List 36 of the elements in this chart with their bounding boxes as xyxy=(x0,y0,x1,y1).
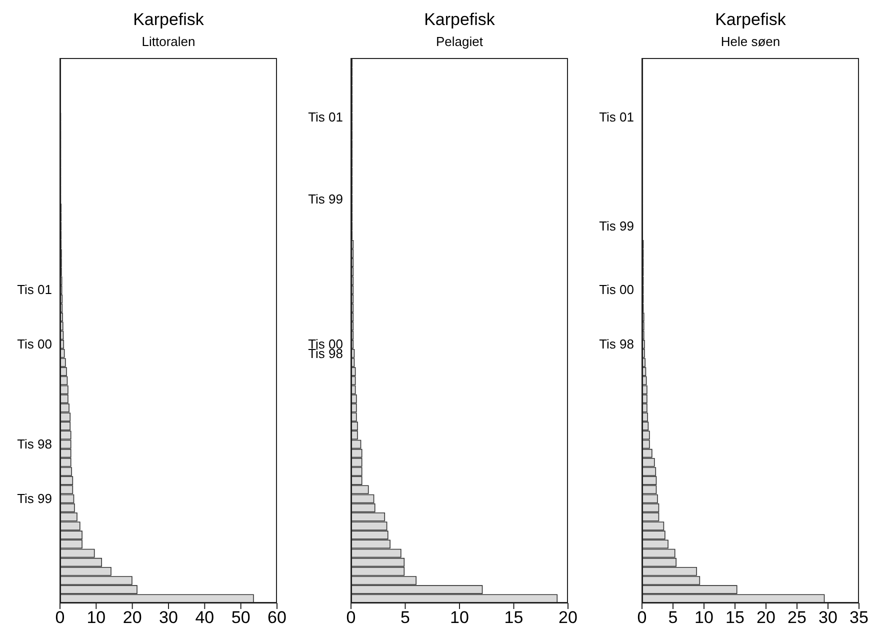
y-tick-label: Tis 00 xyxy=(17,336,52,352)
x-tick-label: 30 xyxy=(818,608,838,628)
x-tick-label: 10 xyxy=(694,608,714,628)
x-tick-label: 20 xyxy=(558,608,578,628)
x-tick-label: 15 xyxy=(504,608,524,628)
x-tick-label: 0 xyxy=(55,608,65,628)
y-tick-label: Tis 01 xyxy=(308,110,343,125)
y-tick-label: Tis 99 xyxy=(17,491,52,506)
x-tick-label: 50 xyxy=(231,608,250,628)
chart-title: Karpefisk xyxy=(714,9,787,30)
chart-subtitle: Littoralen xyxy=(140,34,196,49)
chart-subtitle: Hele søen xyxy=(720,34,782,49)
y-tick-label: Tis 99 xyxy=(308,191,343,206)
x-tick-label: 25 xyxy=(788,608,806,628)
y-tick-label: Tis 98 xyxy=(599,336,634,352)
x-tick-label: 20 xyxy=(756,608,776,628)
y-tick-label: Tis 98 xyxy=(17,436,52,452)
x-tick-label: 0 xyxy=(637,608,647,628)
x-tick-label: 40 xyxy=(195,608,214,628)
x-tick-label: 5 xyxy=(668,608,678,628)
x-tick-label: 20 xyxy=(122,608,142,628)
x-tick-label: 5 xyxy=(400,608,410,628)
y-tick-label: Tis 01 xyxy=(17,282,52,298)
x-tick-label: 15 xyxy=(726,608,744,628)
y-tick-label: Tis 99 xyxy=(599,218,634,234)
x-tick-label: 30 xyxy=(159,608,178,628)
x-tick-label: 10 xyxy=(86,608,106,628)
y-tick-label: Tis 01 xyxy=(599,110,634,125)
chart-title: Karpefisk xyxy=(423,9,496,30)
x-tick-label: 60 xyxy=(268,608,286,628)
y-tick-label: Tis 00 xyxy=(599,282,634,298)
x-tick-label: 10 xyxy=(450,608,469,628)
x-tick-label: 35 xyxy=(850,608,868,628)
x-tick-label: 0 xyxy=(346,608,356,628)
chart-subtitle: Pelagiet xyxy=(435,34,484,49)
chart-title: Karpefisk xyxy=(132,9,205,30)
